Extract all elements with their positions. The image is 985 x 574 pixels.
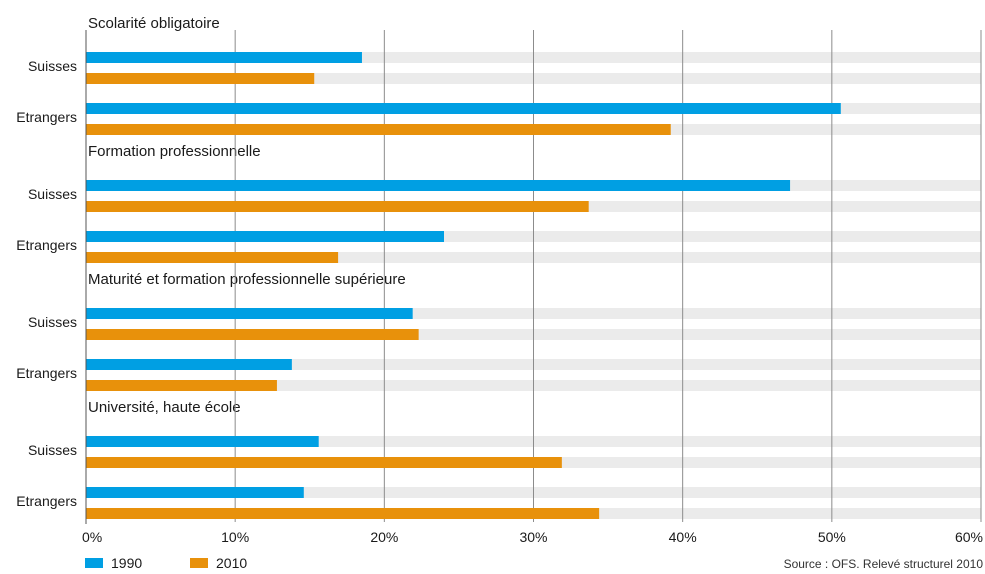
group-title: Formation professionnelle <box>88 143 261 160</box>
group-title: Scolarité obligatoire <box>88 15 220 32</box>
x-tick-label: 40% <box>669 529 697 545</box>
x-tick-label: 50% <box>818 529 846 545</box>
bar-1990 <box>86 436 319 447</box>
bar-2010 <box>86 124 671 135</box>
row-label: Etrangers <box>16 365 77 381</box>
x-tick-label: 10% <box>221 529 249 545</box>
row-label: Suisses <box>28 314 77 330</box>
legend-swatch-2010 <box>190 558 208 568</box>
bar-2010 <box>86 457 562 468</box>
legend-label-2010: 2010 <box>216 555 248 571</box>
bar-1990 <box>86 52 362 63</box>
legend-item-1990: 1990 <box>85 555 142 571</box>
x-tick-label: 0% <box>82 529 102 545</box>
source-note: Source : OFS. Relevé structurel 2010 <box>783 557 983 571</box>
row-label: Etrangers <box>16 237 77 253</box>
bar-2010 <box>86 73 315 84</box>
bar-1990 <box>86 103 841 114</box>
bar-2010 <box>86 252 339 263</box>
bar-2010 <box>86 380 277 391</box>
x-tick-label: 20% <box>370 529 398 545</box>
bar-2010 <box>86 329 419 340</box>
row-label: Suisses <box>28 58 77 74</box>
bar-1990 <box>86 359 292 370</box>
legend: 1990 2010 Source : OFS. Relevé structure… <box>0 555 985 574</box>
row-label: Etrangers <box>16 493 77 509</box>
bar-1990 <box>86 231 444 242</box>
bar-2010 <box>86 508 600 519</box>
bar-1990 <box>86 487 304 498</box>
row-label: Suisses <box>28 442 77 458</box>
x-tick-label: 60% <box>955 529 983 545</box>
legend-label-1990: 1990 <box>111 555 143 571</box>
bar-1990 <box>86 180 791 191</box>
row-label: Etrangers <box>16 109 77 125</box>
bar-1990 <box>86 308 413 319</box>
x-tick-label: 30% <box>519 529 547 545</box>
group-title: Université, haute école <box>88 399 241 416</box>
legend-swatch-1990 <box>85 558 103 568</box>
bar-2010 <box>86 201 589 212</box>
group-title: Maturité et formation professionnelle su… <box>88 271 406 288</box>
row-label: Suisses <box>28 186 77 202</box>
legend-item-2010: 2010 <box>190 555 247 571</box>
